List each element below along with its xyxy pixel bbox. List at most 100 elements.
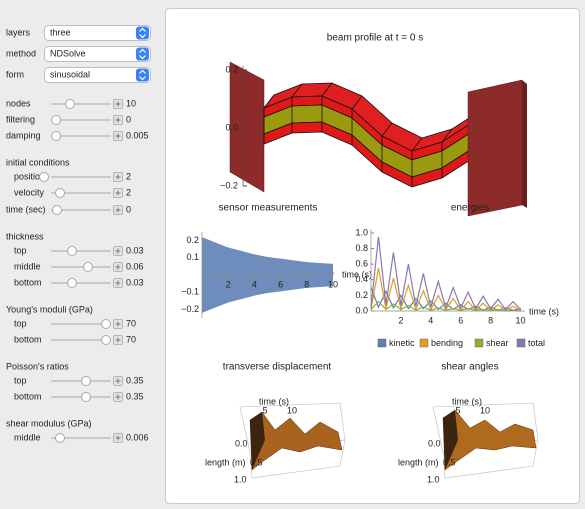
surface xyxy=(249,411,343,471)
y-axis-label: length (m) xyxy=(205,457,246,467)
chevrons xyxy=(139,48,146,60)
slider-value: 0.35 xyxy=(126,375,144,385)
plus-icon xyxy=(115,378,121,384)
slider-value: 2 xyxy=(126,171,131,181)
group-title: thickness xyxy=(6,231,44,241)
legend-swatch xyxy=(516,338,526,348)
slider-thumb[interactable] xyxy=(101,335,111,345)
slider-label: top xyxy=(14,245,27,255)
legend-label: total xyxy=(528,338,545,348)
popup-menu[interactable] xyxy=(44,25,151,41)
x-axis-label: time (s) xyxy=(342,269,372,279)
slider-thumb[interactable] xyxy=(51,131,61,141)
y-tick-label: 0.5 xyxy=(443,457,456,467)
signal-area xyxy=(202,237,333,275)
y-tick-label: 0.2 xyxy=(355,290,368,300)
popup-menu[interactable] xyxy=(44,46,151,62)
slider-value: 0 xyxy=(126,204,131,214)
plus-icon xyxy=(115,117,121,123)
y-tick-label: 0.2 xyxy=(186,235,199,245)
beam-block-edge xyxy=(263,94,275,109)
x-tick-label: 5 xyxy=(262,405,267,415)
slider-label: bottom xyxy=(14,391,42,401)
surface-3d xyxy=(239,402,346,479)
slider-thumb[interactable] xyxy=(55,433,65,443)
surface xyxy=(442,409,537,471)
slider-label: top xyxy=(14,375,27,385)
plus-icon xyxy=(115,248,121,254)
beam-block-edge xyxy=(381,122,393,137)
chevrons xyxy=(139,27,146,39)
slider-thumb[interactable] xyxy=(81,376,91,386)
slider-label: bottom xyxy=(14,334,42,344)
plus-icon xyxy=(115,190,121,196)
y-tick-label: 0.0 xyxy=(355,305,368,315)
y-tick-label: 1.0 xyxy=(355,227,368,237)
slider-label: bottom xyxy=(14,277,42,287)
slider-thumb[interactable] xyxy=(51,115,61,125)
control-label: method xyxy=(6,48,36,58)
slider-value: 0 xyxy=(126,114,131,124)
slider-label: velocity xyxy=(14,187,45,197)
slider-label: damping xyxy=(6,130,41,140)
x-axis-label: time (s) xyxy=(452,396,482,406)
slider-thumb[interactable] xyxy=(39,172,49,182)
x-tick-label: 5 xyxy=(455,405,460,415)
plot-title: sensor measurements xyxy=(219,203,318,214)
control-label: layers xyxy=(6,27,31,37)
slider-value: 0.03 xyxy=(126,245,144,255)
slider-value: 0.006 xyxy=(126,432,149,442)
popup-menu[interactable] xyxy=(44,67,151,83)
slider-thumb[interactable] xyxy=(65,99,75,109)
x-tick-label: 10 xyxy=(328,279,338,289)
slider-value: 70 xyxy=(126,318,136,328)
slider-label: position xyxy=(14,171,45,181)
x-tick-label: 8 xyxy=(488,315,493,325)
slider-thumb[interactable] xyxy=(52,205,62,215)
popup-value: sinusoidal xyxy=(50,69,90,79)
slider-thumb[interactable] xyxy=(83,262,93,272)
x-axis-label: time (s) xyxy=(259,396,289,406)
control-label: form xyxy=(6,69,24,79)
y-tick-label: 1.0 xyxy=(234,474,247,484)
group-title: initial conditions xyxy=(6,157,70,167)
beam-3d xyxy=(229,61,527,217)
x-tick-label: 4 xyxy=(252,279,257,289)
legend-swatch xyxy=(377,338,387,348)
x-tick-label: 4 xyxy=(428,315,433,325)
y-tick-label: 0.4 xyxy=(355,274,368,284)
slider-thumb[interactable] xyxy=(67,246,77,256)
slider-label: top xyxy=(14,318,27,328)
plot-title: energies xyxy=(451,203,489,214)
x-axis-label: time (s) xyxy=(529,306,559,316)
slider-thumb[interactable] xyxy=(55,188,65,198)
plus-icon xyxy=(115,280,121,286)
y-tick-label: −0.2 xyxy=(181,304,199,314)
y-axis-label: length (m) xyxy=(398,457,439,467)
energy-line xyxy=(370,300,521,312)
z-tick-label: 0.0 xyxy=(225,122,238,132)
y-tick-label: 0.1 xyxy=(186,252,199,262)
x-tick-label: 6 xyxy=(458,315,463,325)
beam-block-edge xyxy=(411,137,423,152)
slider-thumb[interactable] xyxy=(101,319,111,329)
x-tick-label: 2 xyxy=(398,315,403,325)
plus-icon xyxy=(115,435,121,441)
plot-title: shear angles xyxy=(441,362,498,373)
popup-button[interactable] xyxy=(136,68,149,82)
legend-swatch xyxy=(419,338,429,348)
x-tick-label: 2 xyxy=(226,279,231,289)
y-tick-label: 0.8 xyxy=(355,243,368,253)
group-title: Poisson's ratios xyxy=(6,361,69,371)
popup-button[interactable] xyxy=(136,26,149,40)
plus-icon xyxy=(115,101,121,107)
slider-thumb[interactable] xyxy=(81,392,91,402)
plus-icon xyxy=(115,394,121,400)
slider-value: 0.35 xyxy=(126,391,144,401)
slider-thumb[interactable] xyxy=(67,278,77,288)
slider-label: time (sec) xyxy=(6,204,46,214)
slider-value: 2 xyxy=(126,187,131,197)
x-tick-label: 10 xyxy=(516,315,526,325)
popup-button[interactable] xyxy=(136,47,149,61)
